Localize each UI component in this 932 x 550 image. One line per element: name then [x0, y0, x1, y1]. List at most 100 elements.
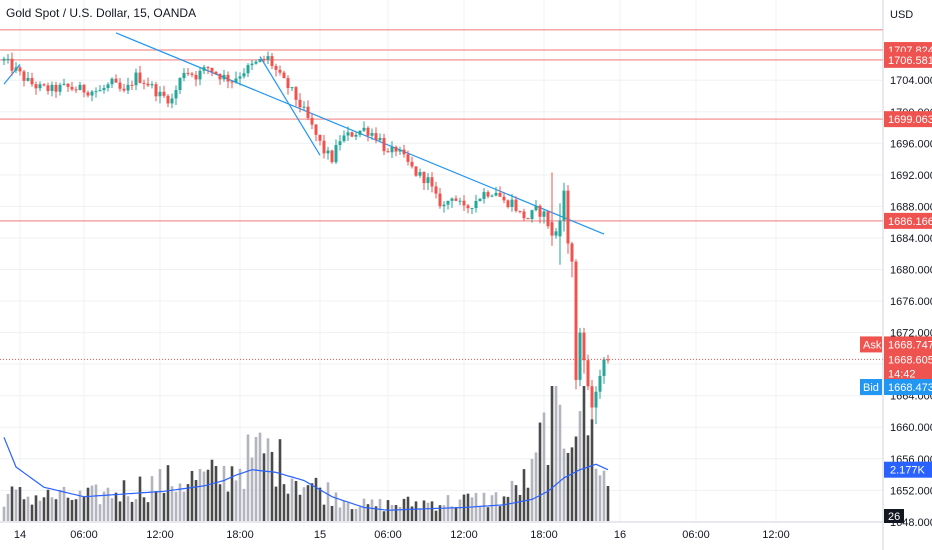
price-axis[interactable]: USD1704.0001700.0001696.0001692.0001688.…	[882, 0, 932, 550]
bar-countdown-text: 14:42	[888, 368, 916, 380]
volume-bar	[242, 488, 246, 521]
volume-bar	[122, 480, 126, 521]
candle-body	[170, 98, 174, 104]
candle-body	[590, 386, 594, 408]
time-tick-label: 12:00	[762, 529, 790, 541]
candle-body	[438, 193, 442, 207]
candle-body	[54, 84, 58, 92]
volume-bar	[482, 492, 486, 521]
volume-bar	[362, 498, 366, 521]
volume-bar	[434, 510, 438, 521]
candle-body	[214, 71, 218, 74]
candle-body	[98, 90, 102, 92]
volume-bar	[318, 487, 322, 521]
candle-body	[574, 261, 578, 380]
candle-body	[578, 332, 582, 380]
candle-body	[270, 56, 274, 67]
candle-body	[454, 198, 458, 201]
volume-bar	[198, 469, 202, 521]
candle-body	[218, 73, 222, 80]
candle-body	[94, 91, 98, 93]
candle-body	[290, 87, 294, 89]
candle-body	[194, 74, 198, 80]
volume-bar	[542, 412, 546, 521]
time-tick-label: 18:00	[226, 529, 254, 541]
candle-body	[6, 58, 10, 60]
volume-bar	[602, 470, 606, 521]
candle-body	[22, 71, 26, 81]
candle-body	[498, 192, 502, 197]
volume-bar	[226, 491, 230, 521]
candle-body	[486, 192, 490, 197]
time-axis[interactable]: 14 06:00 12:00 18:00 15 06:00 12:00 18:00 16 06:0…	[0, 521, 883, 550]
candle-body	[174, 90, 178, 99]
volume-bar	[210, 459, 214, 521]
last-price-text: 1668.605	[888, 354, 932, 366]
volume-bar	[78, 490, 82, 521]
candle-body	[30, 77, 34, 85]
volume-bar	[490, 495, 494, 521]
candle-body	[582, 332, 586, 361]
candle-body	[346, 132, 350, 136]
volume-bar	[310, 483, 314, 521]
volume-bar	[102, 491, 106, 521]
candle-body	[598, 375, 602, 392]
candle-body	[226, 74, 230, 82]
candle-body	[162, 91, 166, 96]
candle-body	[382, 137, 386, 152]
candle-body	[554, 231, 558, 236]
candle-body	[602, 359, 606, 376]
level-price-badge	[884, 111, 932, 128]
candle-body	[130, 84, 134, 86]
volume-bar	[162, 492, 166, 521]
candle-body	[422, 172, 426, 184]
volume-bar	[266, 438, 270, 521]
candle-body	[566, 190, 570, 244]
volume-bar	[546, 464, 550, 521]
volume-bar	[370, 499, 374, 521]
candle-body	[138, 72, 142, 83]
horizontal-levels[interactable]	[0, 28, 883, 222]
volume-bar	[142, 497, 146, 521]
time-tick-label: 06:00	[682, 529, 710, 541]
volume-bar	[42, 497, 46, 521]
volume-bar	[450, 506, 454, 521]
volume-bar	[62, 486, 66, 521]
volume-bar	[426, 502, 430, 521]
volume-bar	[534, 452, 538, 521]
volume-bar	[258, 432, 262, 521]
volume-bar	[278, 439, 282, 521]
candle-body	[278, 69, 282, 73]
candle-body	[262, 59, 266, 61]
candle-body	[154, 84, 158, 97]
volume-bar	[438, 505, 442, 521]
candle-body	[46, 85, 50, 92]
candle-body	[286, 78, 290, 89]
volume-bar	[454, 507, 458, 521]
candle-body	[402, 149, 406, 155]
candle-body	[146, 83, 150, 86]
time-tick-label: 06:00	[374, 529, 402, 541]
candle-body	[74, 89, 78, 91]
level-price-badge	[884, 212, 932, 229]
bid-price-badge	[884, 379, 932, 396]
candle-body	[414, 166, 418, 176]
candle-body	[398, 149, 402, 152]
candle-body	[258, 59, 262, 62]
volume-bar	[334, 492, 338, 521]
volume-bar	[418, 508, 422, 521]
candle-body	[494, 192, 498, 196]
volume-badge	[884, 461, 932, 478]
volume-bar	[518, 494, 522, 521]
time-tick-label: 14	[14, 529, 26, 541]
candle-body	[50, 84, 54, 92]
candle-body	[166, 95, 170, 104]
candle-body	[330, 150, 334, 163]
volume-bar	[138, 476, 142, 521]
volume-bar	[82, 496, 86, 521]
candle-body	[70, 86, 74, 90]
candle-body	[238, 76, 242, 79]
bid-label-text: Bid	[863, 382, 879, 394]
volume-bar	[22, 499, 26, 521]
